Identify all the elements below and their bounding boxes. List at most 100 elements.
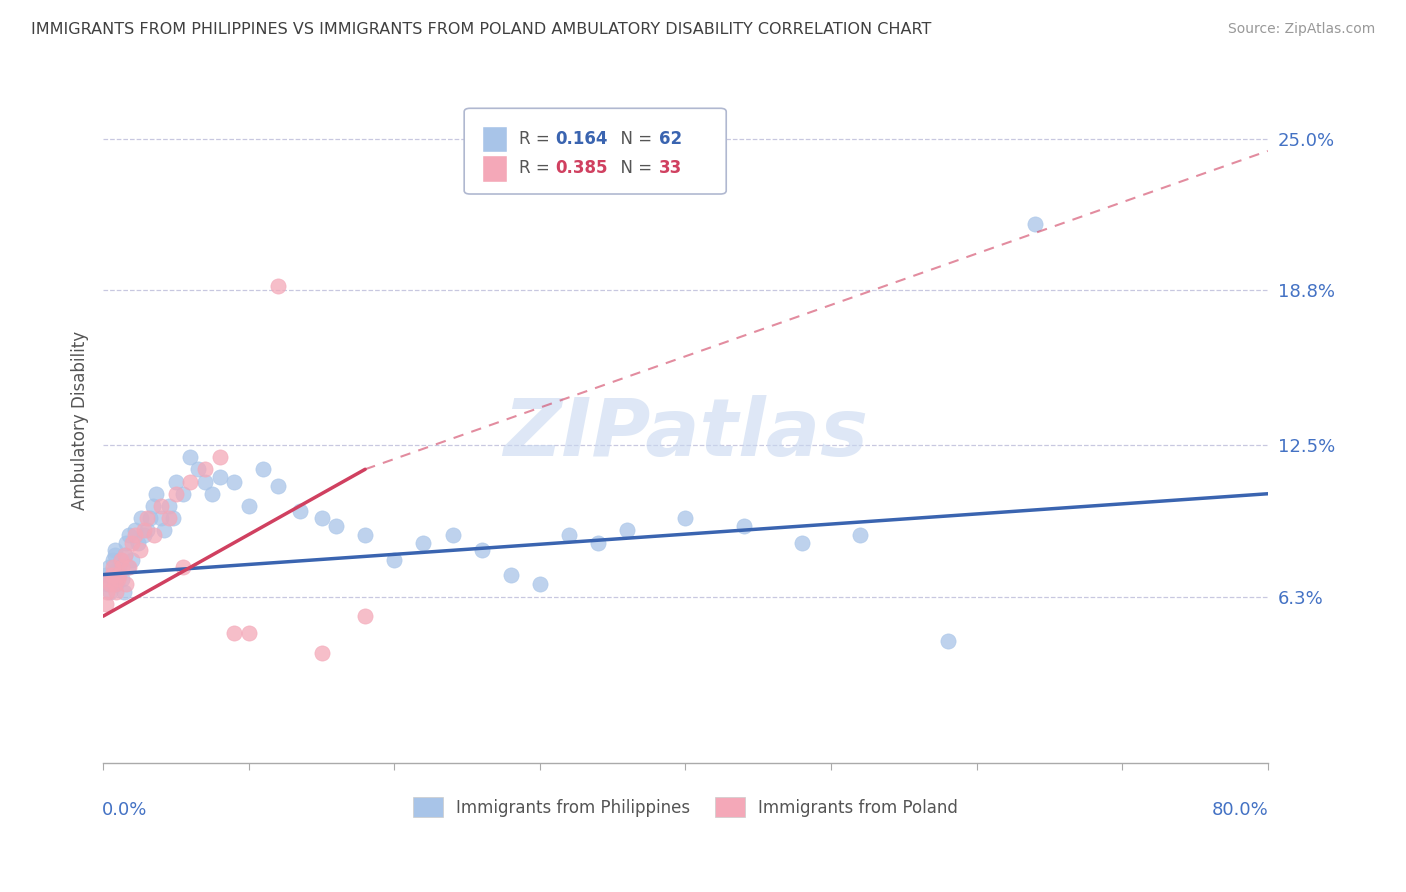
Point [172,487,194,501]
Point [441,528,464,542]
Point [97,560,120,574]
Point [103,553,125,567]
Point [157,499,180,513]
Point [150,499,173,513]
Point [194,475,217,489]
Point [107,573,129,587]
Point [162,511,184,525]
Point [132,528,155,542]
Point [121,535,143,549]
Text: 80.0%: 80.0% [1212,801,1270,819]
Point [118,560,141,574]
Point [108,567,131,582]
Text: N =: N = [610,160,657,178]
Point [117,560,139,574]
Point [354,528,377,542]
Text: N =: N = [610,130,657,148]
Text: R =: R = [519,160,555,178]
Point [224,475,246,489]
Point [114,548,136,562]
Point [616,524,638,538]
Point [104,543,127,558]
Point [675,511,697,525]
Point [100,584,122,599]
Point [179,475,201,489]
Point [208,469,231,483]
Point [150,511,173,525]
Point [412,535,434,549]
Point [471,543,494,558]
Point [849,528,872,542]
Point [135,524,157,538]
Text: 0.385: 0.385 [555,160,607,178]
Point [157,511,180,525]
Text: 0.0%: 0.0% [103,801,148,819]
Point [267,278,290,293]
Point [132,524,155,538]
FancyBboxPatch shape [464,108,727,194]
Point [105,584,128,599]
Point [104,577,127,591]
Text: R =: R = [519,130,555,148]
Point [129,511,152,525]
Point [100,577,122,591]
Point [127,535,149,549]
Point [143,528,166,542]
Point [142,499,165,513]
Point [107,567,129,582]
Point [96,577,118,591]
Point [145,487,167,501]
Point [733,518,755,533]
Text: Source: ZipAtlas.com: Source: ZipAtlas.com [1227,22,1375,37]
Point [97,573,120,587]
Point [311,646,333,660]
Point [201,487,224,501]
Point [121,553,143,567]
Point [101,567,124,582]
Point [111,560,134,574]
Text: 62: 62 [658,130,682,148]
Point [94,597,117,611]
Point [135,511,157,525]
Point [238,626,260,640]
Text: 0.164: 0.164 [555,130,607,148]
Point [94,567,117,582]
Point [558,528,581,542]
Point [96,584,118,599]
Point [108,560,131,574]
Point [936,633,959,648]
Point [110,553,132,567]
Point [165,475,187,489]
Text: ZIPatlas: ZIPatlas [503,395,868,473]
Point [499,567,522,582]
Point [138,511,160,525]
Point [112,584,135,599]
Legend: Immigrants from Philippines, Immigrants from Poland: Immigrants from Philippines, Immigrants … [406,791,965,823]
Point [165,487,187,501]
Point [104,548,127,562]
Point [103,565,125,579]
Point [267,479,290,493]
Point [1024,218,1046,232]
Y-axis label: Ambulatory Disability: Ambulatory Disability [72,331,89,510]
Point [187,462,209,476]
Point [128,543,150,558]
Point [224,626,246,640]
Point [208,450,231,464]
Point [124,528,146,542]
Point [354,609,377,624]
Point [103,560,125,574]
Point [172,560,194,574]
Point [179,450,201,464]
Point [105,577,128,591]
Point [110,553,132,567]
Point [252,462,274,476]
Point [194,462,217,476]
Point [586,535,609,549]
Point [101,573,124,587]
Bar [482,155,508,182]
Point [118,528,141,542]
Text: 33: 33 [658,160,682,178]
Point [124,524,146,538]
Point [238,499,260,513]
